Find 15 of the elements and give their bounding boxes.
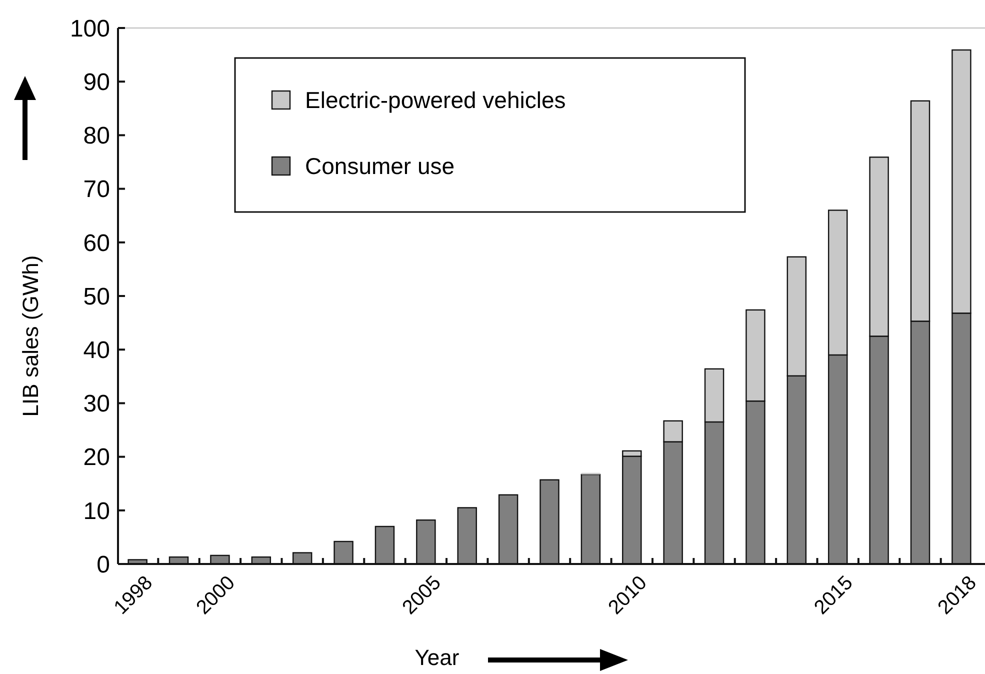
legend-label: Electric-powered vehicles (305, 87, 566, 114)
y-tick-label: 100 (70, 15, 110, 42)
legend-label: Consumer use (305, 153, 455, 180)
y-axis-title: LIB sales (GWh) (18, 255, 43, 417)
y-tick-label: 50 (83, 283, 110, 310)
y-tick-label: 0 (96, 551, 110, 578)
y-tick-label: 80 (83, 122, 110, 150)
y-tick-label: 90 (83, 69, 110, 96)
y-tick-label: 10 (83, 498, 110, 525)
x-axis-title: Year (414, 645, 460, 670)
y-tick-label: 30 (83, 390, 110, 418)
y-tick-label: 20 (83, 444, 110, 472)
y-tick-label: 70 (83, 176, 110, 204)
y-tick-label: 60 (83, 230, 110, 257)
y-tick-label: 40 (83, 337, 110, 364)
